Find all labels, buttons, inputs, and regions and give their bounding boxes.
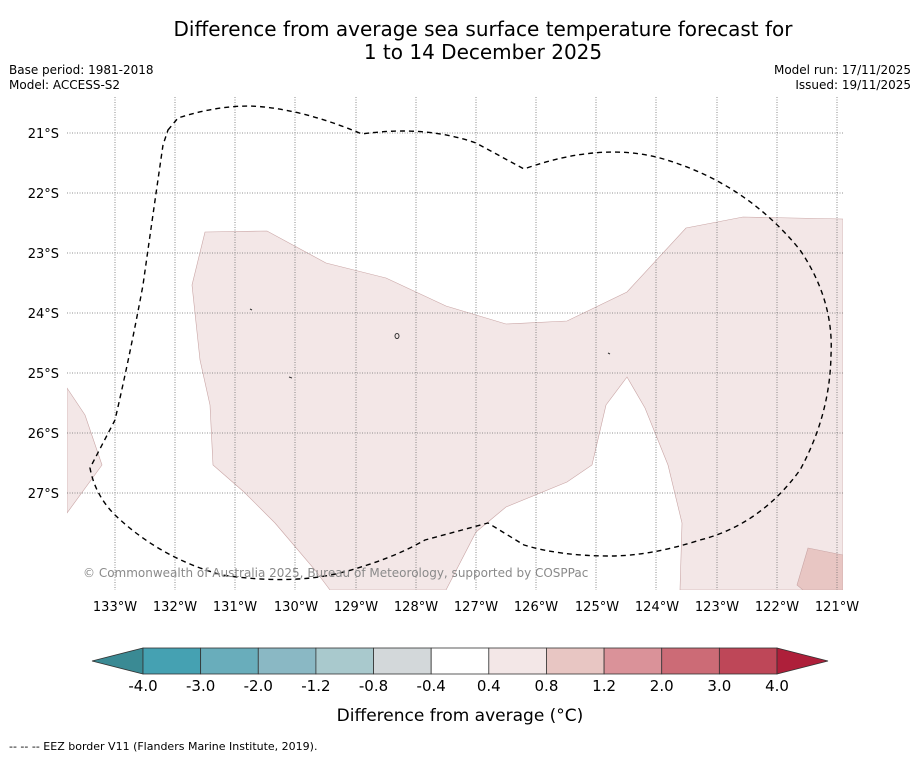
anomaly-speck: [607, 352, 611, 355]
colorbar-tick-label: -0.8: [359, 677, 388, 695]
colorbar-segment: [257, 647, 317, 675]
colorbar-tick-label: -1.2: [301, 677, 330, 695]
lon-label: 128°W: [394, 600, 438, 615]
copyright-text: © Commonwealth of Australia 2025, Bureau…: [83, 566, 588, 580]
lon-label: 125°W: [575, 600, 619, 615]
anomaly-layer: [67, 216, 843, 590]
model-run: Model run: 17/11/2025: [773, 63, 911, 77]
anomaly-speck: [288, 376, 293, 379]
lat-label: 23°S: [28, 247, 59, 262]
lon-label: 127°W: [454, 600, 498, 615]
colorbar-segment: [546, 647, 605, 675]
lat-label: 24°S: [28, 307, 59, 322]
meta-left: Base period: 1981-2018 Model: ACCESS-S2: [9, 63, 154, 93]
lon-label: 131°W: [213, 600, 257, 615]
lon-label: 121°W: [815, 600, 859, 615]
anomaly-speck: [394, 333, 400, 339]
colorbar-segment: [661, 647, 720, 675]
colorbar-tick-label: -3.0: [186, 677, 215, 695]
colorbar-tick-label: 0.8: [535, 677, 559, 695]
colorbar-segments: [142, 647, 778, 675]
colorbar-tick-label: -2.0: [244, 677, 273, 695]
meta-right: Model run: 17/11/2025 Issued: 19/11/2025: [774, 63, 911, 93]
lon-label: 132°W: [153, 600, 197, 615]
lon-label: 126°W: [514, 600, 558, 615]
colorbar-tick-label: 1.2: [592, 677, 616, 695]
legend-footer: -- -- -- EEZ border V11 (Flanders Marine…: [9, 740, 318, 753]
colorbar-tick-label: -4.0: [128, 677, 157, 695]
issued-date: Issued: 19/11/2025: [795, 78, 911, 92]
model-name: Model: ACCESS-S2: [9, 78, 121, 92]
lon-label: 130°W: [274, 600, 318, 615]
anomaly-region-warm: [796, 547, 843, 590]
colorbar-segment: [430, 647, 490, 675]
graticule: [67, 97, 843, 590]
lon-label: 133°W: [93, 600, 137, 615]
lat-label: 27°S: [28, 487, 59, 502]
anomaly-region-main: [191, 216, 843, 590]
lat-labels: 21°S 22°S 23°S 24°S 25°S 26°S 27°S: [28, 127, 59, 502]
colorbar-max-extension: [776, 647, 829, 675]
colorbar-labels: -4.0 -3.0 -2.0 -1.2 -0.8 -0.4 0.4 0.8 1.2 2.0 3.0 4…: [128, 677, 789, 695]
lon-label: 124°W: [635, 600, 679, 615]
colorbar-min-extension: [91, 647, 144, 675]
lon-labels: 133°W 132°W 131°W 130°W 129°W 128°W 127°…: [93, 600, 859, 615]
colorbar-segment: [200, 647, 259, 675]
colorbar-title: Difference from average (°C): [337, 706, 584, 726]
lon-label: 129°W: [334, 600, 378, 615]
colorbar: -4.0 -3.0 -2.0 -1.2 -0.8 -0.4 0.4 0.8 1.2 2.0 3.0 4…: [91, 647, 829, 726]
base-period: Base period: 1981-2018: [9, 63, 154, 77]
lat-label: 22°S: [28, 187, 59, 202]
colorbar-tick-label: 4.0: [765, 677, 789, 695]
title-line-1: Difference from average sea surface temp…: [173, 17, 793, 41]
lat-label: 21°S: [28, 127, 59, 142]
colorbar-segment: [315, 647, 374, 675]
colorbar-segment: [488, 647, 547, 675]
colorbar-tick-label: 3.0: [707, 677, 731, 695]
eez-border: [89, 105, 832, 581]
lat-label: 26°S: [28, 427, 59, 442]
lon-label: 122°W: [755, 600, 799, 615]
anomaly-region-west: [67, 387, 103, 514]
colorbar-tick-label: 0.4: [477, 677, 501, 695]
lon-label: 123°W: [695, 600, 739, 615]
colorbar-tick-label: -0.4: [417, 677, 446, 695]
lat-label: 25°S: [28, 367, 59, 382]
anomaly-speck: [249, 308, 253, 311]
colorbar-segment: [373, 647, 432, 675]
title-line-2: 1 to 14 December 2025: [363, 40, 603, 64]
colorbar-tick-label: 2.0: [650, 677, 674, 695]
map-title: Difference from average sea surface temp…: [0, 18, 919, 64]
colorbar-segment: [603, 647, 663, 675]
colorbar-segment: [718, 647, 778, 675]
colorbar-segment: [142, 647, 202, 675]
